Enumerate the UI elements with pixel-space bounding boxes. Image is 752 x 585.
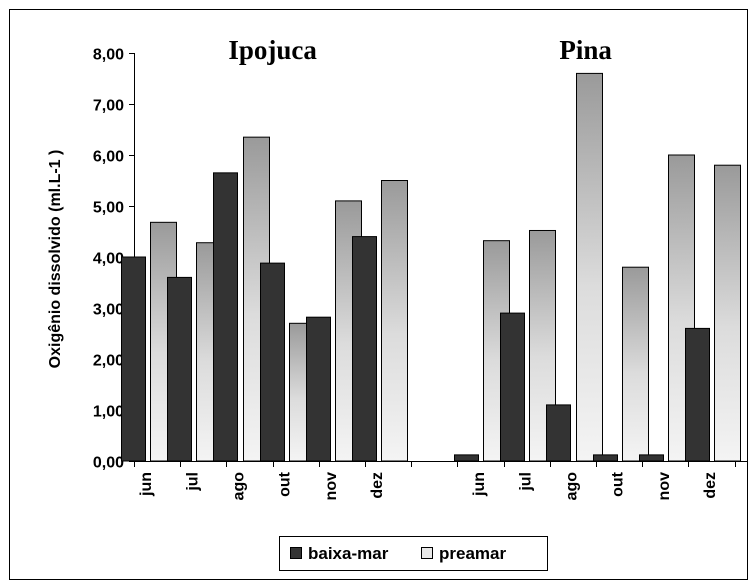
bar-ipojuca-baixa-mar-jun	[121, 256, 146, 462]
bar-pina-baixa-mar-ago	[546, 404, 571, 462]
x-tick-label-jul: jul	[517, 472, 534, 492]
bar-ipojuca-preamar-dez	[381, 180, 408, 462]
legend-label-baixa-mar: baixa-mar	[308, 544, 389, 563]
group-title-pina: Pina	[559, 35, 612, 65]
y-axis-label: Oxigênio dissolvido (ml.L-1 )	[47, 150, 64, 369]
legend-label-preamar: preamar	[439, 544, 506, 563]
legend-swatch-preamar	[421, 547, 433, 559]
x-tick-label-dez: dez	[369, 472, 386, 499]
bar-ipojuca-baixa-mar-dez	[352, 236, 377, 462]
bar-pina-baixa-mar-out	[593, 454, 618, 462]
y-tick-label: 0,00	[93, 455, 124, 472]
bar-ipojuca-baixa-mar-nov	[306, 316, 331, 462]
bar-pina-baixa-mar-jun	[454, 454, 479, 462]
y-tick-label: 3,00	[93, 302, 124, 319]
bar-pina-preamar-out	[622, 266, 649, 462]
bar-ipojuca-baixa-mar-jul	[167, 276, 192, 462]
legend: baixa-mar preamar	[279, 536, 548, 571]
legend-swatch-baixa-mar	[290, 547, 302, 559]
bar-pina-baixa-mar-dez	[685, 327, 710, 462]
group-title-ipojuca: Ipojuca	[228, 35, 317, 65]
x-tick-label-out: out	[610, 471, 627, 497]
y-tick-label: 1,00	[93, 404, 124, 421]
x-tick-label-jul: jul	[184, 472, 201, 492]
x-tick-label-jun: jun	[138, 472, 155, 497]
x-tick-label-dez: dez	[702, 472, 719, 499]
y-tick-label: 5,00	[93, 200, 124, 217]
x-tick-label-jun: jun	[471, 472, 488, 497]
y-tick-label: 4,00	[93, 251, 124, 268]
y-tick-label: 6,00	[93, 149, 124, 166]
bar-ipojuca-baixa-mar-out	[260, 262, 285, 462]
x-tick-label-ago: ago	[231, 472, 248, 501]
plot-area: 0,00 1,00 2,00 3,00 4,00 5,00 6,00 7,00 8,00 Ipoj…	[93, 35, 748, 500]
x-tick-label-ago: ago	[564, 472, 581, 501]
bar-pina-preamar-dez	[714, 164, 741, 462]
x-tick-label-nov: nov	[323, 472, 340, 501]
x-tick-label-out: out	[277, 471, 294, 497]
y-tick-label: 8,00	[93, 47, 124, 64]
y-tick-label: 7,00	[93, 98, 124, 115]
bar-ipojuca-baixa-mar-ago	[213, 172, 238, 462]
bar-pina-baixa-mar-jul	[500, 312, 525, 462]
bar-pina-preamar-ago	[576, 72, 603, 462]
y-tick-label: 2,00	[93, 353, 124, 370]
x-tick-label-nov: nov	[656, 472, 673, 501]
bar-pina-baixa-mar-nov	[639, 454, 664, 462]
legend-box	[279, 536, 548, 571]
